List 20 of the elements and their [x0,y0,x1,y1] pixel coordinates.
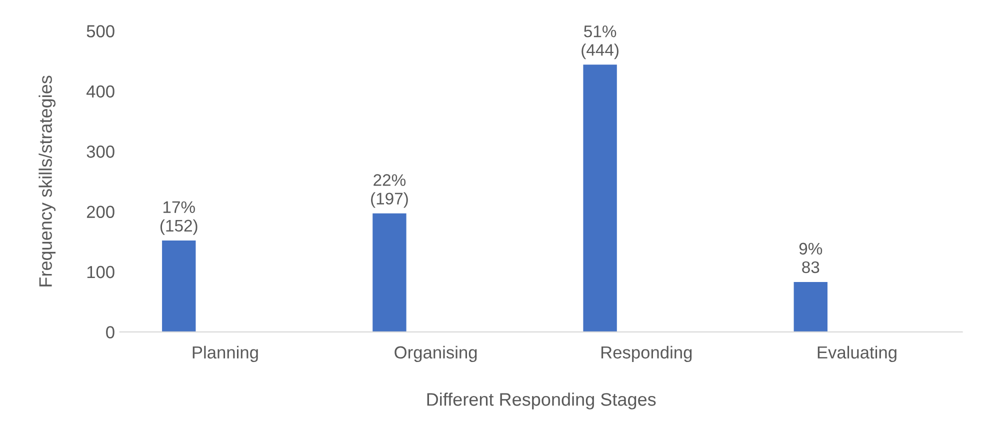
bar [583,64,617,332]
data-label: 22% (197) [371,174,408,208]
bar [372,213,406,332]
bar [794,282,828,332]
y-axis-title: Frequency skills/strategies [38,76,56,286]
data-label: 9% 83 [799,242,822,274]
y-tick-label: 0 [106,326,114,338]
data-label: 51% (444) [582,26,618,60]
y-tick-label: 400 [86,85,114,98]
x-axis-title: Different Responding Stages [427,392,656,410]
data-label: 17% (152) [160,201,198,235]
x-tick-label: Planning [192,346,258,362]
x-tick-label: Organising [394,346,477,362]
y-tick-label: 500 [86,25,114,38]
y-tick-label: 300 [86,146,114,158]
y-tick-label: 100 [87,266,114,278]
x-tick-label: Evaluating [818,346,896,362]
x-tick-label: Responding [601,346,692,362]
y-tick-label: 200 [86,206,114,218]
bar [162,240,196,332]
